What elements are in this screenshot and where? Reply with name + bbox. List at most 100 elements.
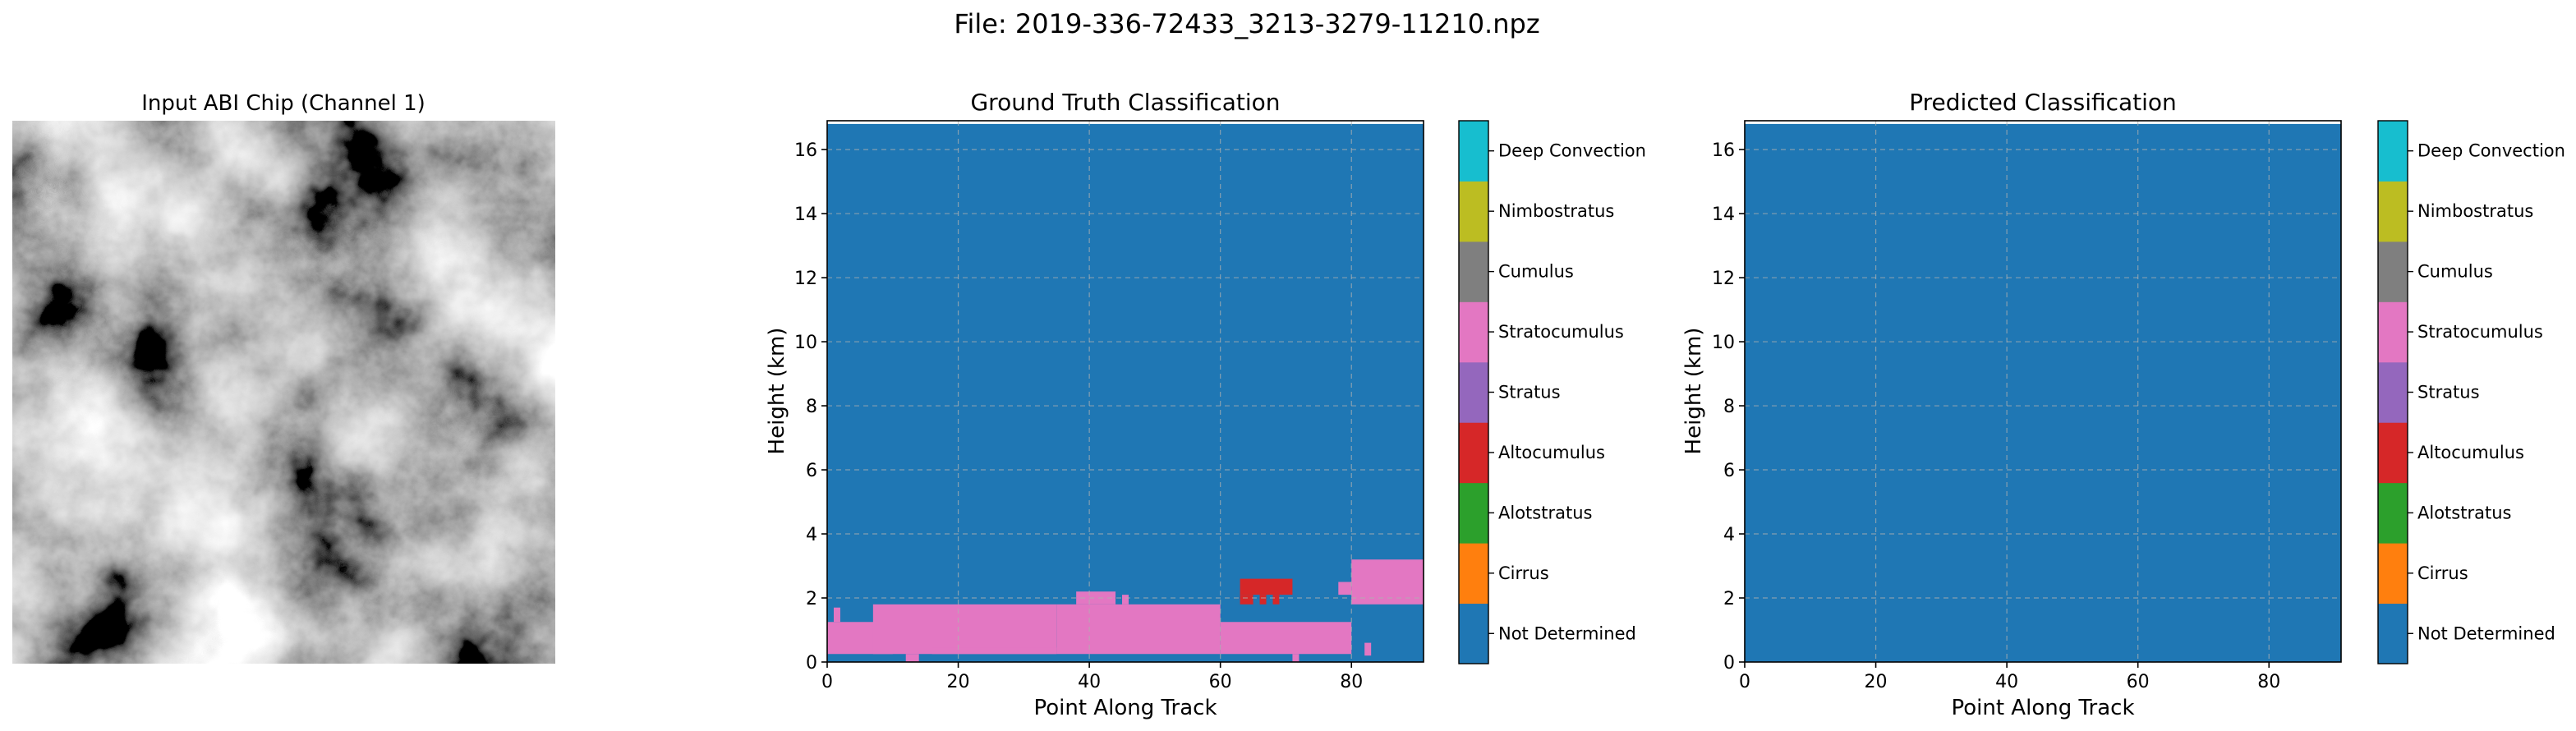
input-panel: Input ABI Chip (Channel 1) <box>12 91 555 664</box>
predicted-panel: Predicted Classification 0 20 40 60 80 0 2 4 6 8 1… <box>1681 89 2342 720</box>
ground-truth-colorbar-label-8: Deep Convection <box>1498 141 1646 161</box>
predicted-plot-area <box>1745 121 2341 662</box>
predicted-colorbar-swatch-7 <box>2378 181 2408 242</box>
predicted-colorbar-swatch-4 <box>2378 361 2408 423</box>
ground-truth-colorbar-swatch-3 <box>1459 422 1488 484</box>
ground-truth-ytick-label-14: 14 <box>794 205 817 225</box>
predicted-axes: 0 20 40 60 80 0 2 4 6 8 10 12 14 16 <box>1712 120 2342 692</box>
predicted-colorbar-label-5: Stratocumulus <box>2417 322 2543 342</box>
predicted-colorbar-label-2: Alotstratus <box>2417 503 2511 522</box>
ground-truth-region-14 <box>1240 595 1254 605</box>
ground-truth-axes: 0 20 40 60 80 0 2 4 6 8 10 12 14 16 <box>794 120 1424 692</box>
predicted-ytick-label-2: 2 <box>1723 589 1735 609</box>
ground-truth-region-13 <box>1240 578 1293 595</box>
ground-truth-colorbar-swatch-2 <box>1459 482 1488 544</box>
ground-truth-ytick-label-0: 0 <box>806 653 817 674</box>
ground-truth-region-12 <box>1351 559 1424 605</box>
predicted-colorbar-label-4: Stratus <box>2417 383 2480 402</box>
ground-truth-colorbar: Not Determined Cirrus Alotstratus Altocumul… <box>1458 120 1646 664</box>
predicted-colorbar-swatch-6 <box>2378 241 2408 302</box>
ground-truth-colorbar-swatch-0 <box>1459 603 1488 664</box>
ground-truth-colorbar-swatch-1 <box>1459 543 1488 605</box>
predicted-xtick-label-0: 0 <box>1739 672 1750 692</box>
ground-truth-region-11 <box>1338 582 1352 595</box>
predicted-colorbar-label-6: Cumulus <box>2417 262 2493 282</box>
ground-truth-colorbar-swatch-6 <box>1459 241 1488 302</box>
ground-truth-region-6 <box>1076 591 1116 605</box>
predicted-colorbar: Not Determined Cirrus Alotstratus Altocumul… <box>2377 120 2565 664</box>
predicted-title: Predicted Classification <box>1909 89 2177 116</box>
ground-truth-region-4 <box>932 647 1057 655</box>
ground-truth-colorbar-label-0: Not Determined <box>1498 623 1636 643</box>
ground-truth-panel: Ground Truth Classification 0 20 40 60 80 0 2 4… <box>765 89 1424 720</box>
ground-truth-ytick-label-6: 6 <box>806 461 817 481</box>
predicted-ytick-label-14: 14 <box>1712 205 1735 225</box>
ground-truth-region-1 <box>833 607 840 623</box>
predicted-colorbar-swatch-8 <box>2378 121 2408 182</box>
predicted-ytick-label-8: 8 <box>1723 397 1735 417</box>
ground-truth-ytick-label-12: 12 <box>794 269 817 289</box>
predicted-colorbar-label-3: Altocumulus <box>2417 443 2524 462</box>
figure-title: File: 2019-336-72433_3213-3279-11210.npz <box>954 8 1539 39</box>
ground-truth-ytick-label-10: 10 <box>794 333 817 353</box>
ground-truth-background-cell <box>827 123 1424 662</box>
ground-truth-ytick-label-2: 2 <box>806 589 817 609</box>
ground-truth-xlabel: Point Along Track <box>1033 696 1217 720</box>
predicted-colorbar-swatch-0 <box>2378 603 2408 664</box>
ground-truth-region-7 <box>1122 595 1129 605</box>
predicted-xtick-label-20: 20 <box>1865 672 1888 692</box>
predicted-colorbar-label-8: Deep Convection <box>2417 141 2565 161</box>
predicted-axes-frame <box>1744 120 2342 663</box>
predicted-colorbar-label-7: Nimbostratus <box>2417 201 2533 221</box>
predicted-ytick-label-6: 6 <box>1723 461 1735 481</box>
ground-truth-region-9 <box>1292 654 1300 662</box>
predicted-colorbar-label-1: Cirrus <box>2417 563 2468 583</box>
ground-truth-region-16 <box>1272 595 1280 605</box>
ground-truth-title: Ground Truth Classification <box>970 89 1280 116</box>
ground-truth-xtick-label-80: 80 <box>1340 672 1363 692</box>
ground-truth-colorbar-label-4: Stratus <box>1498 383 1561 402</box>
ground-truth-colorbar-swatch-8 <box>1459 121 1488 182</box>
ground-truth-ylabel: Height (km) <box>765 328 789 455</box>
ground-truth-colorbar-swatch-7 <box>1459 181 1488 242</box>
ground-truth-xtick-label-20: 20 <box>947 672 970 692</box>
ground-truth-region-15 <box>1259 595 1267 605</box>
predicted-ytick-label-10: 10 <box>1712 333 1735 353</box>
predicted-ytick-label-4: 4 <box>1723 525 1735 545</box>
ground-truth-region-10 <box>1364 642 1372 656</box>
predicted-colorbar-swatch-1 <box>2378 543 2408 605</box>
abi-chip-image <box>12 121 555 664</box>
ground-truth-colorbar-label-2: Alotstratus <box>1498 503 1592 522</box>
ground-truth-colorbar-label-6: Cumulus <box>1498 262 1574 282</box>
predicted-colorbar-label-0: Not Determined <box>2417 623 2555 643</box>
ground-truth-colorbar-label-5: Stratocumulus <box>1498 322 1624 342</box>
input-panel-title: Input ABI Chip (Channel 1) <box>141 91 426 116</box>
ground-truth-colorbar-label-7: Nimbostratus <box>1498 201 1614 221</box>
predicted-xtick-label-80: 80 <box>2257 672 2280 692</box>
ground-truth-colorbar-swatch-5 <box>1459 301 1488 363</box>
ground-truth-region-3 <box>905 654 919 662</box>
ground-truth-colorbar-label-1: Cirrus <box>1498 563 1549 583</box>
ground-truth-xtick-label-0: 0 <box>821 672 833 692</box>
predicted-xtick-label-60: 60 <box>2127 672 2150 692</box>
predicted-ytick-label-0: 0 <box>1723 653 1735 674</box>
predicted-ytick-label-16: 16 <box>1712 140 1735 161</box>
predicted-xtick-label-40: 40 <box>1995 672 2018 692</box>
ground-truth-region-2 <box>872 604 1057 655</box>
ground-truth-xtick-label-40: 40 <box>1078 672 1101 692</box>
ground-truth-axes-frame <box>826 120 1424 663</box>
ground-truth-colorbar-swatch-4 <box>1459 361 1488 423</box>
predicted-colorbar-swatch-2 <box>2378 482 2408 544</box>
ground-truth-colorbar-label-3: Altocumulus <box>1498 443 1605 462</box>
ground-truth-xtick-label-60: 60 <box>1209 672 1232 692</box>
ground-truth-ytick-label-16: 16 <box>794 140 817 161</box>
ground-truth-region-8 <box>1220 622 1352 655</box>
ground-truth-region-5 <box>1056 604 1221 655</box>
predicted-colorbar-swatch-5 <box>2378 301 2408 363</box>
ground-truth-ytick-label-4: 4 <box>806 525 817 545</box>
predicted-ytick-label-12: 12 <box>1712 269 1735 289</box>
predicted-colorbar-swatch-3 <box>2378 422 2408 484</box>
predicted-ylabel: Height (km) <box>1681 328 1706 455</box>
predicted-xlabel: Point Along Track <box>1951 696 2134 720</box>
